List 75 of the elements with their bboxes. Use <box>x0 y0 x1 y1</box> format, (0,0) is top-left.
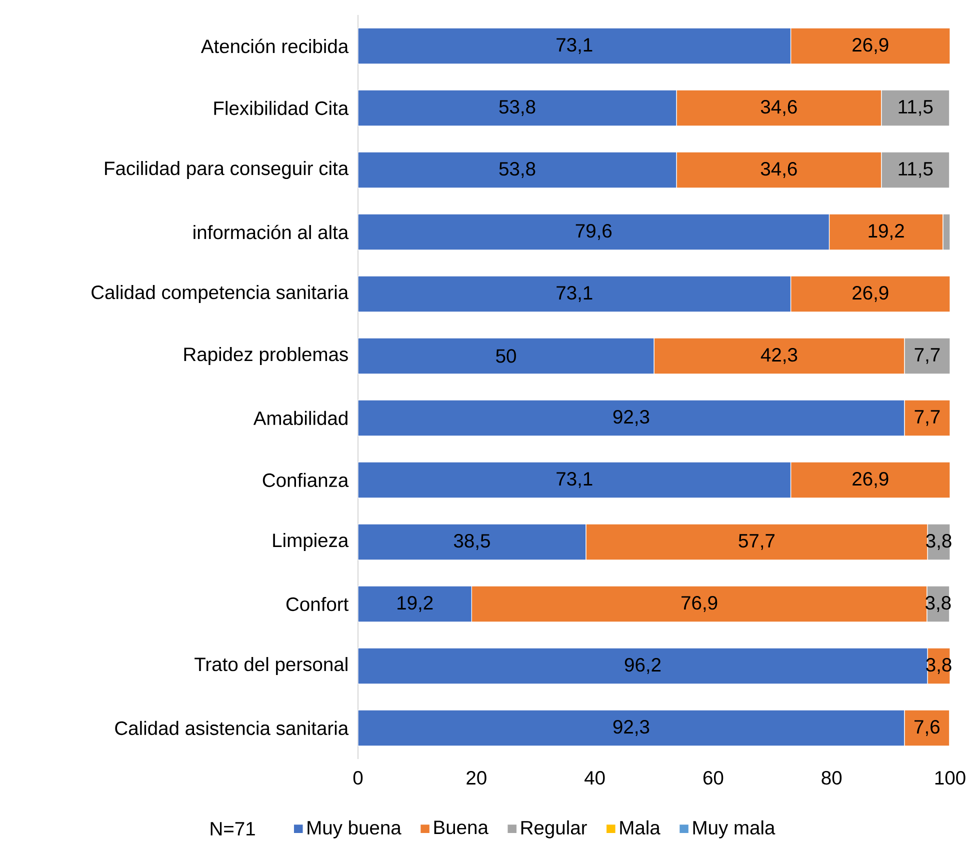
data-label: 73,1 <box>556 472 592 488</box>
bar <box>358 400 905 436</box>
bar <box>358 648 928 684</box>
legend-label: Mala <box>620 820 660 835</box>
data-label: 53,8 <box>499 162 536 178</box>
y-tick-label: Rapidez problemas <box>184 347 348 365</box>
legend-label: Regular <box>521 820 587 838</box>
y-tick-label: Calidad competencia sanitaria <box>92 285 349 303</box>
data-label: 26,9 <box>852 472 888 488</box>
y-tick-label: Atención recibida <box>200 38 349 54</box>
text: N=71 <box>210 822 255 836</box>
data-label: 92,3 <box>613 720 650 736</box>
data-label: 26,9 <box>852 38 888 54</box>
data-label: 96,2 <box>624 658 661 674</box>
bar <box>904 338 950 374</box>
y-tick-label: Confianza <box>262 472 349 488</box>
x-tick-label: 60 <box>703 771 724 785</box>
bar <box>790 28 950 64</box>
y-tick-label: Amabilidad <box>253 410 348 426</box>
y-tick-label: Flexibilidad Cita <box>214 100 349 116</box>
x-tick-label: 0 <box>353 771 363 785</box>
bar <box>881 152 950 188</box>
data-label: 19,2 <box>868 224 904 240</box>
bar <box>904 400 950 436</box>
bar <box>586 524 928 560</box>
data-label: 26,9 <box>852 286 888 302</box>
data-label: 38,5 <box>454 534 490 550</box>
x-tick-label: 100 <box>935 771 966 785</box>
bar <box>358 710 905 746</box>
bar <box>654 338 905 374</box>
data-label: 57,7 <box>738 534 774 550</box>
y-tick-label: información al alta <box>194 224 349 240</box>
bar <box>358 28 792 64</box>
data-label: 11,5 <box>898 162 933 178</box>
data-label: 7,7 <box>914 410 940 426</box>
bar <box>358 462 792 498</box>
bar <box>358 338 654 374</box>
x-tick-label: 40 <box>584 771 605 785</box>
bar <box>358 276 792 312</box>
bar <box>790 276 950 312</box>
bar <box>358 152 677 188</box>
x-tick-label: 20 <box>466 771 486 785</box>
data-label: 73,1 <box>556 38 592 54</box>
bar <box>828 214 944 250</box>
data-label: 42,3 <box>760 348 798 364</box>
y-tick-label: Trato del personal <box>194 657 348 675</box>
data-label: 76,9 <box>682 596 718 612</box>
legend-label: Muy buena <box>308 820 402 838</box>
data-label: 79,6 <box>576 224 612 240</box>
bar <box>676 90 882 126</box>
legend-label: Buena <box>434 820 488 834</box>
data-label: 92,3 <box>613 410 650 426</box>
data-label: 34,6 <box>760 100 797 116</box>
bar <box>471 586 928 622</box>
y-tick-label: Limpieza <box>273 533 349 551</box>
data-label: 53,8 <box>499 100 536 116</box>
data-label: 73,1 <box>556 286 592 302</box>
bar <box>358 524 586 560</box>
data-label: 19,2 <box>398 596 433 612</box>
bar <box>881 90 950 126</box>
bar <box>358 214 830 250</box>
legend-label: Muy mala <box>693 820 776 838</box>
data-label: 7,6 <box>914 720 940 736</box>
data-label: 11,5 <box>898 100 933 116</box>
bar <box>790 462 950 498</box>
y-tick-label: Facilidad para conseguir cita <box>105 161 349 179</box>
data-label: 50 <box>496 349 516 363</box>
bar <box>358 586 472 622</box>
bar <box>676 152 882 188</box>
y-tick-label: Calidad asistencia sanitaria <box>115 720 349 736</box>
x-tick-label: 80 <box>822 771 842 785</box>
y-tick-label: Confort <box>286 596 349 612</box>
bar <box>358 90 677 126</box>
data-label: 34,6 <box>760 162 797 178</box>
data-label: 7,7 <box>914 348 940 364</box>
